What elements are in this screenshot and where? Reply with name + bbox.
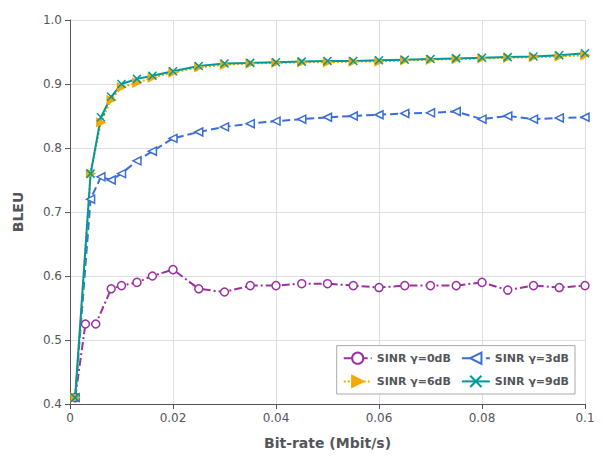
svg-text:SINR γ=6dB: SINR γ=6dB: [377, 375, 451, 388]
svg-text:0.06: 0.06: [366, 411, 393, 425]
svg-text:0.02: 0.02: [160, 411, 187, 425]
svg-text:BLEU: BLEU: [10, 192, 26, 233]
svg-text:0.6: 0.6: [43, 269, 62, 283]
svg-text:1.0: 1.0: [43, 13, 62, 27]
svg-text:0.1: 0.1: [575, 411, 594, 425]
svg-text:SINR γ=9dB: SINR γ=9dB: [495, 375, 569, 388]
svg-text:0.4: 0.4: [43, 397, 62, 411]
svg-text:0.04: 0.04: [263, 411, 290, 425]
svg-text:SINR γ=0dB: SINR γ=0dB: [377, 352, 451, 365]
svg-text:Bit-rate (Mbit/s): Bit-rate (Mbit/s): [264, 435, 391, 451]
svg-text:0.7: 0.7: [43, 205, 62, 219]
svg-text:0: 0: [66, 411, 74, 425]
svg-text:0.5: 0.5: [43, 333, 62, 347]
svg-text:SINR γ=3dB: SINR γ=3dB: [495, 352, 569, 365]
svg-text:0.08: 0.08: [469, 411, 496, 425]
svg-text:0.8: 0.8: [43, 141, 62, 155]
svg-text:0.9: 0.9: [43, 77, 62, 91]
